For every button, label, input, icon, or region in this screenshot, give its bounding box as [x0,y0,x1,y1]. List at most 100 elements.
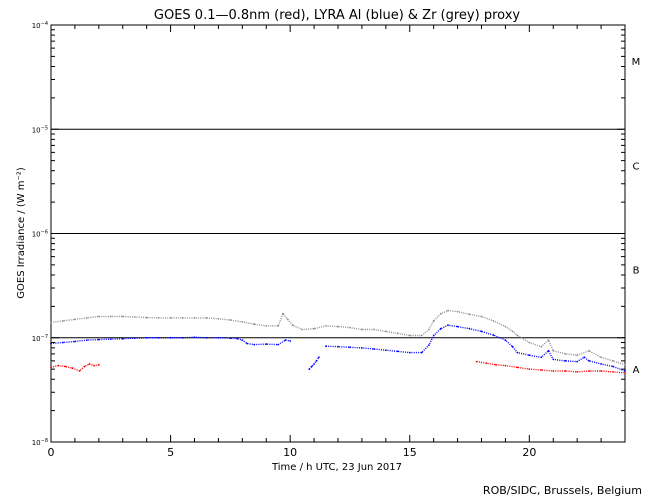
x-tick-label: 10 [283,446,297,459]
data-point [286,318,289,321]
data-point [97,338,100,341]
data-point [88,363,91,365]
data-point [564,370,567,372]
data-point [516,366,519,369]
data-point [133,316,136,318]
data-point [547,349,550,352]
data-point [373,348,375,350]
data-point [583,356,586,359]
data-point [241,321,244,323]
data-point [480,315,483,318]
data-point [325,325,327,327]
data-point [193,317,196,319]
data-point [62,320,64,322]
data-point [145,316,148,319]
data-point [289,340,292,342]
data-point [318,356,320,359]
data-point [384,330,387,333]
data-point [181,336,184,339]
data-point [86,317,88,319]
y-tick-label: 10−6 [32,230,48,239]
data-point [277,343,280,346]
data-point [301,328,303,331]
data-point [265,325,268,327]
data-point [504,339,507,341]
data-point [547,339,550,341]
data-point [86,339,88,341]
data-point [528,354,531,357]
data-point [396,332,399,335]
y-tick-label: 10−5 [32,125,48,134]
data-point [284,339,287,341]
series-red-segment-1 [476,360,626,374]
data-point [277,325,280,327]
data-point [205,317,208,319]
data-point [468,313,471,316]
data-point [588,349,590,352]
data-point [456,310,459,313]
data-point [349,326,351,329]
data-point [109,338,112,340]
x-axis: 0 5 10 15 20 [48,25,626,459]
data-point [492,320,495,322]
data-point [504,325,507,328]
data-point [492,334,495,336]
series-blue [50,324,626,372]
x-tick-label: 5 [167,446,174,459]
data-point [624,372,626,374]
data-point [576,354,579,357]
data-point [310,365,313,368]
data-point [475,360,478,363]
x-tick-label: 0 [48,446,55,459]
data-point [612,360,614,362]
data-point [71,367,74,370]
data-point [420,351,423,354]
data-point [109,315,112,318]
data-point [408,334,411,337]
series-layer [50,309,626,374]
data-point [408,351,411,354]
data-point [361,347,363,349]
data-point [540,369,543,371]
chart-title: GOES 0.1—0.8nm (red), LYRA Al (blue) & Z… [154,8,520,23]
data-point [169,317,172,319]
data-point [373,328,375,331]
data-point [600,363,602,365]
data-point [588,370,590,372]
data-point [624,363,626,366]
data-point [337,325,339,328]
data-point [78,370,81,372]
data-point [145,336,148,339]
data-point [157,317,160,319]
y-axis: 10−8 10−7 10−6 10−5 10−4 [32,21,625,447]
data-point [432,320,435,322]
data-point [447,309,449,312]
data-point [246,342,249,345]
data-point [64,365,67,368]
data-point [468,327,471,330]
data-point [236,337,239,340]
data-point [253,323,256,326]
data-point [432,334,435,337]
data-point [428,344,430,346]
data-point [349,346,351,349]
data-point [576,371,579,373]
data-point [528,368,531,370]
data-point [121,337,124,340]
flare-class-label-C: C [633,161,640,172]
data-point [495,363,497,366]
data-point [384,349,387,352]
data-point [74,318,76,321]
data-point [552,358,555,361]
data-point [313,327,315,330]
class-level-lines [51,128,625,339]
data-point [504,364,507,367]
data-point [282,312,284,315]
series-red [50,360,626,374]
data-point [516,334,519,337]
data-point [480,330,483,333]
credit-annotation: ROB/SIDC, Brussels, Belgium [483,484,642,497]
data-point [157,336,160,339]
flare-class-label-B: B [633,266,640,277]
y-axis-label: GOES Irradiance / (W m⁻²) [16,167,27,299]
